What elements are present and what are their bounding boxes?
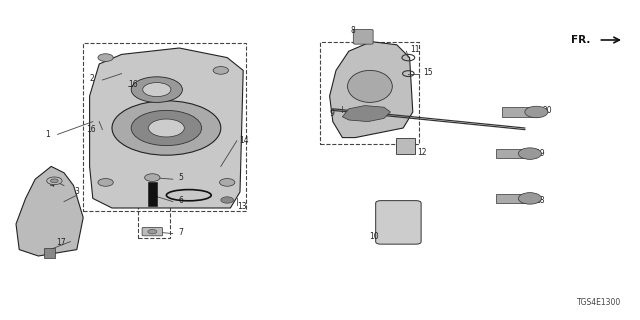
FancyBboxPatch shape — [353, 29, 373, 44]
Bar — [396, 138, 415, 154]
Circle shape — [518, 148, 541, 159]
Text: 20: 20 — [542, 106, 552, 115]
Circle shape — [221, 197, 234, 203]
Text: 18: 18 — [535, 196, 544, 204]
FancyBboxPatch shape — [376, 201, 421, 244]
Text: 4: 4 — [50, 180, 55, 188]
Circle shape — [148, 229, 157, 234]
Text: 16: 16 — [86, 125, 96, 134]
Text: FR.: FR. — [571, 35, 590, 45]
Text: 10: 10 — [369, 232, 380, 241]
Polygon shape — [342, 106, 390, 122]
Circle shape — [145, 174, 160, 181]
Polygon shape — [90, 48, 243, 208]
Text: TGS4E1300: TGS4E1300 — [577, 298, 621, 307]
Bar — [83, 43, 246, 211]
Text: 7: 7 — [179, 228, 184, 237]
Bar — [320, 42, 419, 144]
Text: 5: 5 — [179, 173, 184, 182]
Text: 6: 6 — [179, 196, 184, 204]
Circle shape — [98, 54, 113, 61]
Bar — [148, 182, 157, 206]
Circle shape — [98, 179, 113, 186]
Text: 8: 8 — [351, 26, 356, 35]
Circle shape — [47, 177, 62, 185]
Text: 1: 1 — [45, 130, 51, 139]
Text: 19: 19 — [534, 149, 545, 158]
Text: 17: 17 — [56, 238, 66, 247]
Circle shape — [131, 110, 202, 146]
FancyBboxPatch shape — [142, 228, 163, 236]
Bar — [138, 171, 170, 238]
Circle shape — [112, 101, 221, 155]
Text: 15: 15 — [422, 68, 433, 77]
Text: 13: 13 — [237, 202, 247, 211]
Circle shape — [143, 83, 171, 97]
Text: 14: 14 — [239, 136, 250, 145]
Text: 11: 11 — [410, 45, 419, 54]
Circle shape — [51, 179, 58, 183]
Circle shape — [131, 77, 182, 102]
Circle shape — [525, 106, 548, 118]
Text: 16: 16 — [128, 80, 138, 89]
Text: 2: 2 — [89, 74, 94, 83]
Polygon shape — [16, 166, 83, 256]
Text: 12: 12 — [418, 148, 427, 157]
Circle shape — [148, 119, 184, 137]
Ellipse shape — [348, 70, 392, 102]
Bar — [502, 107, 538, 117]
Bar — [496, 149, 531, 158]
Polygon shape — [330, 42, 413, 138]
Circle shape — [518, 193, 541, 204]
Text: 3: 3 — [74, 188, 79, 196]
Circle shape — [220, 179, 235, 186]
Bar — [496, 194, 531, 203]
Circle shape — [213, 67, 228, 74]
Bar — [44, 248, 55, 258]
Text: 9: 9 — [329, 109, 334, 118]
